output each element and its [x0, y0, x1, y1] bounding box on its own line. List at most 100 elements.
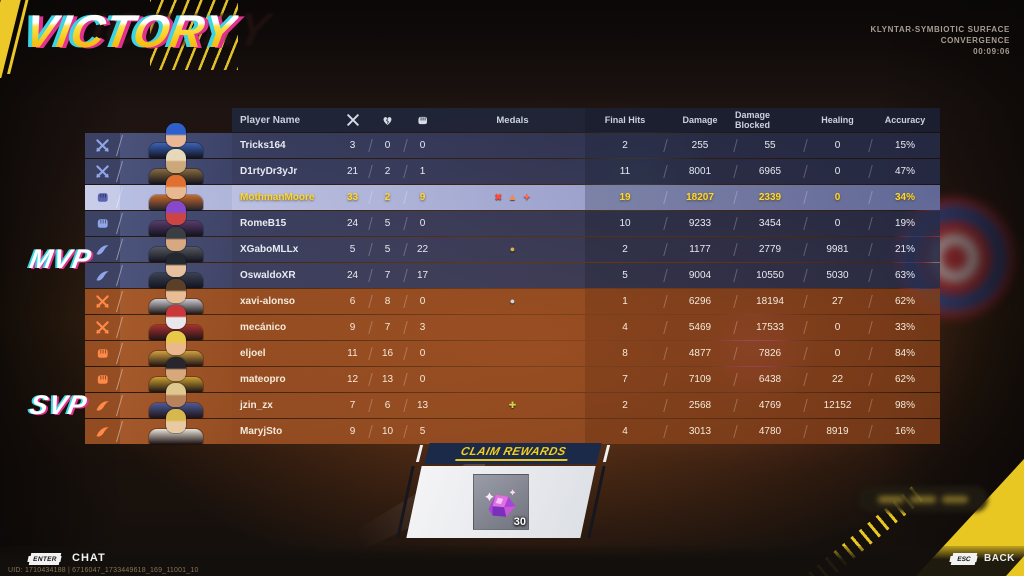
enter-key-badge[interactable]: ENTER — [28, 553, 62, 565]
deaths-icon — [370, 108, 405, 132]
player-name: RomeB15 — [240, 218, 287, 229]
assists-value: 3 — [405, 315, 440, 340]
duelist-icon — [85, 159, 120, 184]
strategist-icon — [85, 419, 120, 444]
chat-button[interactable]: CHAT — [72, 552, 106, 564]
reward-panel: 30 — [406, 466, 596, 538]
scoreboard-header: Player Name Medals Final Hits Damage Dam… — [85, 108, 940, 132]
medals-cell — [440, 263, 585, 288]
damage-blocked-value: 3454 — [735, 211, 805, 236]
player-row[interactable]: MothmanMoore 33 2 9 ✖ ▲ ✦ 19 18207 2339 0 34% — [85, 175, 940, 210]
scoreboard: Player Name Medals Final Hits Damage Dam… — [85, 108, 940, 445]
damage-value: 4877 — [665, 341, 735, 366]
duelist-icon — [85, 289, 120, 314]
damage-value: 2568 — [665, 393, 735, 418]
deaths-value: 16 — [370, 341, 405, 366]
back-button[interactable]: BACK — [984, 553, 1015, 564]
medals-header: Medals — [440, 108, 585, 132]
final-hits-value: 4 — [585, 419, 665, 444]
kills-value: 6 — [349, 296, 356, 307]
match-info: KLYNTAR-SYMBIOTIC SURFACE CONVERGENCE 00… — [871, 24, 1010, 57]
healing-value: 0 — [805, 133, 870, 158]
accuracy-value: 21% — [870, 237, 940, 262]
player-row[interactable]: Tricks164 3 0 0 2 255 55 0 15% — [85, 123, 940, 158]
healing-value: 27 — [805, 289, 870, 314]
deaths-value: 2 — [370, 185, 405, 210]
damage-blocked-value: 6438 — [735, 367, 805, 392]
accuracy-value: 33% — [870, 315, 940, 340]
accuracy-header: Accuracy — [870, 108, 940, 132]
healing-header: Healing — [805, 108, 870, 132]
player-row[interactable]: eljoel 11 16 0 8 4877 7826 0 84% — [85, 331, 940, 366]
damage-value: 6296 — [665, 289, 735, 314]
healing-value: 9981 — [805, 237, 870, 262]
esc-key-badge[interactable]: ESC — [950, 553, 978, 565]
medals-cell — [440, 419, 585, 444]
accuracy-value: 15% — [870, 133, 940, 158]
kills-value: 11 — [347, 348, 358, 359]
deaths-value: 2 — [370, 159, 405, 184]
medals-cell: ● — [440, 237, 585, 262]
final-hits-value: 8 — [585, 341, 665, 366]
player-row[interactable]: xavi-alonso 6 8 0 ● 1 6296 18194 27 62% — [85, 279, 940, 314]
deaths-value: 8 — [370, 289, 405, 314]
role-header-cell — [85, 108, 120, 132]
accuracy-value: 62% — [870, 289, 940, 314]
healing-value: 5030 — [805, 263, 870, 288]
portrait-header-cell — [120, 108, 232, 132]
red-x-medal-icon: ✖ — [494, 192, 503, 202]
damage-header: Damage — [665, 108, 735, 132]
duelist-icon — [85, 315, 120, 340]
healing-value: 0 — [805, 341, 870, 366]
assists-value: 13 — [405, 393, 440, 418]
damage-value: 9004 — [665, 263, 735, 288]
damage-value: 18207 — [665, 185, 735, 210]
final-hits-value: 11 — [585, 159, 665, 184]
medals-cell: ✖ ▲ ✦ — [440, 185, 585, 210]
player-row[interactable]: mateopro 12 13 0 7 7109 6438 22 62% — [85, 357, 940, 392]
damage-blocked-value: 2339 — [735, 185, 805, 210]
assists-value: 5 — [405, 419, 440, 444]
reward-item[interactable]: 30 — [473, 474, 529, 530]
assists-value: 1 — [405, 159, 440, 184]
player-row[interactable]: D1rtyDr3yJr 21 2 1 11 8001 6965 0 47% — [85, 149, 940, 184]
damage-value: 1177 — [665, 237, 735, 262]
player-row[interactable]: XGaboMLLx 5 5 22 ● 2 1177 2779 9981 21% — [85, 227, 940, 262]
deaths-value: 5 — [370, 237, 405, 262]
deaths-value: 10 — [370, 419, 405, 444]
accuracy-value: 19% — [870, 211, 940, 236]
accuracy-value: 34% — [870, 185, 940, 210]
assists-value: 0 — [405, 289, 440, 314]
player-name: mateopro — [240, 374, 286, 385]
player-row[interactable]: jzin_zx 7 6 13 ✚ 2 2568 4769 12152 98% — [85, 383, 940, 418]
blurred-button[interactable] — [858, 486, 988, 512]
character-portrait — [120, 175, 232, 210]
player-row[interactable]: RomeB15 24 5 0 10 9233 3454 0 19% — [85, 201, 940, 236]
map-name: KLYNTAR-SYMBIOTIC SURFACE — [870, 25, 1010, 34]
player-row[interactable]: mecánico 9 7 3 4 5469 17533 0 33% — [85, 305, 940, 340]
character-portrait — [120, 253, 232, 288]
damage-value: 8001 — [665, 159, 735, 184]
strategist-icon — [85, 393, 120, 418]
medals-cell — [440, 341, 585, 366]
yellow-pinstripes — [150, 0, 238, 70]
character-portrait — [120, 227, 232, 262]
svp-label: SVP — [27, 390, 90, 420]
damage-blocked-value: 2779 — [735, 237, 805, 262]
player-row[interactable]: MaryjSto 9 10 5 4 3013 4780 8919 16% — [85, 409, 940, 444]
kills-value: 12 — [346, 374, 359, 385]
healing-value: 12152 — [805, 393, 870, 418]
kills-value: 21 — [346, 166, 359, 177]
vanguard-icon — [85, 211, 120, 236]
assists-value: 0 — [405, 211, 440, 236]
deaths-value: 7 — [370, 315, 405, 340]
healing-value: 0 — [805, 211, 870, 236]
damage-value: 9233 — [665, 211, 735, 236]
damage-blocked-value: 7826 — [735, 341, 805, 366]
player-row[interactable]: OswaldoXR 24 7 17 5 9004 10550 5030 63% — [85, 253, 940, 288]
damage-blocked-value: 55 — [735, 133, 805, 158]
game-mode: CONVERGENCE — [940, 36, 1010, 45]
healing-value: 22 — [805, 367, 870, 392]
claim-rewards-button[interactable]: CLAIM REWARDS — [424, 443, 602, 464]
kills-value: 33 — [346, 192, 359, 203]
